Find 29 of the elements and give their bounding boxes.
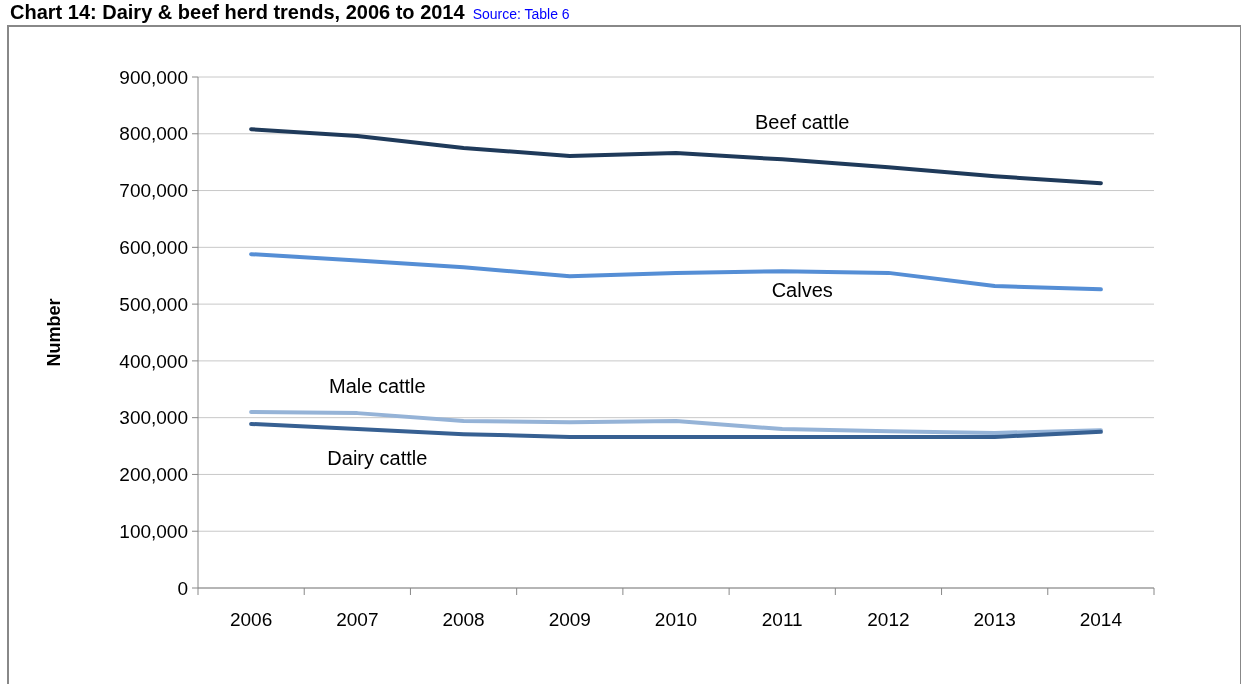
- x-tick-label: 2008: [442, 609, 485, 630]
- x-tick-label: 2007: [336, 609, 379, 630]
- chart-title: Chart 14: Dairy & beef herd trends, 2006 to 2014: [10, 1, 465, 23]
- y-tick-label: 400,000: [119, 350, 188, 372]
- x-tick-label: 2014: [1079, 609, 1123, 630]
- y-tick-label: 100,000: [119, 520, 188, 542]
- series-label: Dairy cattle: [327, 447, 428, 470]
- y-axis-title: Number: [44, 298, 64, 367]
- y-tick-label: 500,000: [119, 293, 188, 315]
- line-series: [249, 421, 1103, 439]
- y-tick-label: 800,000: [119, 123, 188, 145]
- x-tick-label: 2013: [973, 609, 1016, 630]
- y-tick-label: 700,000: [119, 180, 188, 202]
- y-tick-label: 200,000: [119, 464, 188, 486]
- line-series: [249, 409, 1103, 435]
- y-tick-label: 300,000: [119, 407, 188, 429]
- x-tick-label: 2009: [548, 609, 591, 630]
- x-tick-label: 2012: [867, 609, 910, 630]
- x-tick-label: 2006: [229, 609, 273, 630]
- series-label: Calves: [771, 279, 833, 302]
- line-series: [249, 127, 1103, 186]
- x-tick-label: 2011: [761, 609, 803, 630]
- y-tick-label: 600,000: [119, 236, 188, 258]
- series-label: Beef cattle: [754, 111, 850, 134]
- y-tick-label: 900,000: [119, 66, 188, 88]
- source-note: Source: Table 6: [472, 6, 570, 22]
- y-tick-label: 0: [177, 577, 188, 599]
- x-tick-label: 2010: [654, 609, 698, 630]
- series-label: Male cattle: [328, 375, 426, 398]
